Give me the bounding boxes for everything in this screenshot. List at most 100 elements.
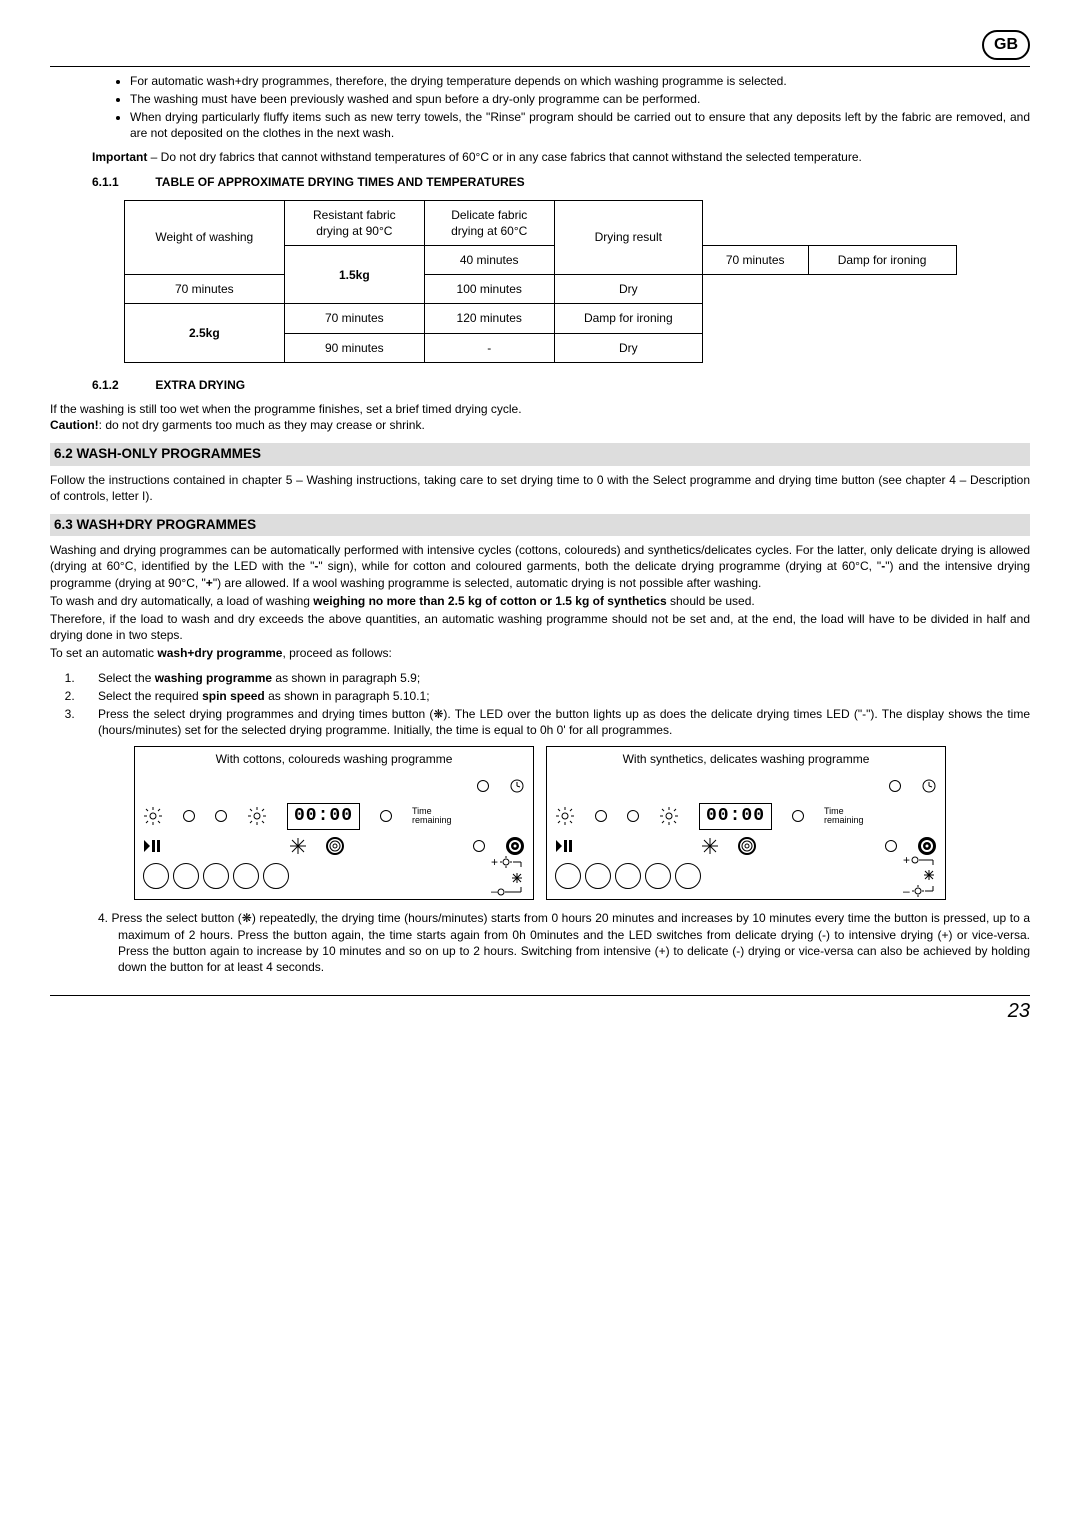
text: ") are allowed. If a wool washing progra… [213, 576, 762, 590]
steps-list: Select the washing programme as shown in… [78, 670, 1030, 739]
led-icon [183, 810, 195, 822]
panel-title: With cottons, coloureds washing programm… [143, 751, 525, 767]
sun-icon [659, 806, 679, 826]
led-icon [792, 810, 804, 822]
panel-title: With synthetics, delicates washing progr… [555, 751, 937, 767]
panel-row-1 [555, 771, 937, 801]
round-button[interactable] [645, 863, 671, 889]
round-button[interactable] [615, 863, 641, 889]
spiral-filled-icon [505, 836, 525, 856]
text: Time [412, 806, 432, 816]
text: remaining [412, 815, 452, 825]
caution-text: : do not dry garments too much as they m… [99, 418, 425, 432]
section-6-3-p2: To wash and dry automatically, a load of… [50, 593, 1030, 609]
round-button[interactable] [585, 863, 611, 889]
section-number: 6.1.1 [92, 174, 152, 190]
time-display: 00:00 [699, 803, 772, 829]
round-button[interactable] [233, 863, 259, 889]
text-line: If the washing is still too wet when the… [50, 402, 522, 416]
section-6-3-p4: To set an automatic wash+dry programme, … [50, 645, 1030, 661]
svg-text:–: – [903, 884, 910, 898]
step-item: Press the select drying programmes and d… [78, 706, 1030, 738]
table-cell: - [424, 333, 554, 362]
bullet-item: When drying particularly fluffy items su… [130, 109, 1030, 141]
bold-text: wash+dry programme [157, 646, 282, 660]
svg-text:+: + [491, 855, 498, 869]
th-text: drying at 60°C [451, 224, 527, 238]
plus-minus-column: + – [903, 854, 937, 898]
section-6-1-1-heading: 6.1.1 TABLE OF APPROXIMATE DRYING TIMES … [92, 174, 1030, 190]
round-button[interactable] [143, 863, 169, 889]
section-6-3-p1: Washing and drying programmes can be aut… [50, 542, 1030, 591]
round-button[interactable] [555, 863, 581, 889]
th-text: drying at 90°C [316, 224, 392, 238]
panel-row-4: + – [143, 861, 525, 891]
bold-text: weighing no more than 2.5 kg of cotton o… [313, 594, 666, 608]
text: should be used. [667, 594, 755, 608]
round-button[interactable] [675, 863, 701, 889]
top-rule [50, 66, 1030, 67]
text: remaining [824, 815, 864, 825]
table-cell: 40 minutes [424, 246, 554, 275]
panel-row-1 [143, 771, 525, 801]
spiral-filled-icon [917, 836, 937, 856]
snowflake-small-icon [903, 868, 937, 882]
led-icon [885, 840, 897, 852]
sun-icon [247, 806, 267, 826]
minus-line-icon: – [491, 887, 525, 897]
led-icon [215, 810, 227, 822]
table-cell: 70 minutes [702, 246, 808, 275]
section-title: TABLE OF APPROXIMATE DRYING TIMES AND TE… [155, 175, 524, 189]
led-icon [595, 810, 607, 822]
led-icon [380, 810, 392, 822]
clock-icon [509, 778, 525, 794]
round-button[interactable] [263, 863, 289, 889]
important-label: Important [92, 150, 147, 164]
table-header: Drying result [554, 200, 702, 275]
time-remaining-label: Timeremaining [412, 807, 452, 827]
text: Select the required [98, 689, 202, 703]
led-icon [889, 780, 901, 792]
table-cell: Dry [554, 333, 702, 362]
important-text: – Do not dry fabrics that cannot withsta… [147, 150, 862, 164]
svg-text:–: – [491, 887, 498, 897]
round-button[interactable] [173, 863, 199, 889]
snowflake-icon [290, 838, 306, 854]
table-cell: 120 minutes [424, 304, 554, 333]
drying-times-table: Weight of washing Resistant fabric drying… [124, 200, 957, 363]
panel-row-2: 00:00 Timeremaining [143, 801, 525, 831]
section-6-2-text: Follow the instructions contained in cha… [50, 472, 1030, 504]
panel-row-4: + – [555, 861, 937, 891]
spiral-icon [326, 837, 344, 855]
table-cell: 90 minutes [285, 333, 424, 362]
th-text: Resistant fabric [313, 208, 396, 222]
section-title: EXTRA DRYING [155, 378, 245, 392]
table-header-weight: Weight of washing [124, 200, 285, 275]
plus-sign: + [206, 576, 213, 590]
table-cell: Damp for ironing [554, 304, 702, 333]
panel-row-2: 00:00 Timeremaining [555, 801, 937, 831]
minus-sun-icon: – [903, 884, 937, 898]
section-6-1-2-heading: 6.1.2 EXTRA DRYING [92, 377, 1030, 393]
table-header: Delicate fabricdrying at 60°C [424, 200, 554, 245]
plus-minus-column: + – [491, 855, 525, 897]
led-icon [627, 810, 639, 822]
time-remaining-label: Timeremaining [824, 807, 864, 827]
text: To wash and dry automatically, a load of… [50, 594, 313, 608]
bullet-item: For automatic wash+dry programmes, there… [130, 73, 1030, 89]
clock-icon [921, 778, 937, 794]
table-cell: 70 minutes [285, 304, 424, 333]
step-item: Select the required spin speed as shown … [78, 688, 1030, 704]
table-cell: 100 minutes [424, 275, 554, 304]
table-header: Resistant fabric drying at 90°C [285, 200, 424, 245]
text: as shown in paragraph 5.9; [272, 671, 420, 685]
button-row [143, 863, 289, 889]
bullet-item: The washing must have been previously wa… [130, 91, 1030, 107]
table-cell: 1.5kg [285, 246, 424, 304]
snowflake-icon [702, 838, 718, 854]
section-6-2-bar: 6.2 WASH-ONLY PROGRAMMES [50, 443, 1030, 465]
round-button[interactable] [203, 863, 229, 889]
text: To set an automatic [50, 646, 157, 660]
time-display: 00:00 [287, 803, 360, 829]
badge-text: GB [982, 30, 1030, 60]
